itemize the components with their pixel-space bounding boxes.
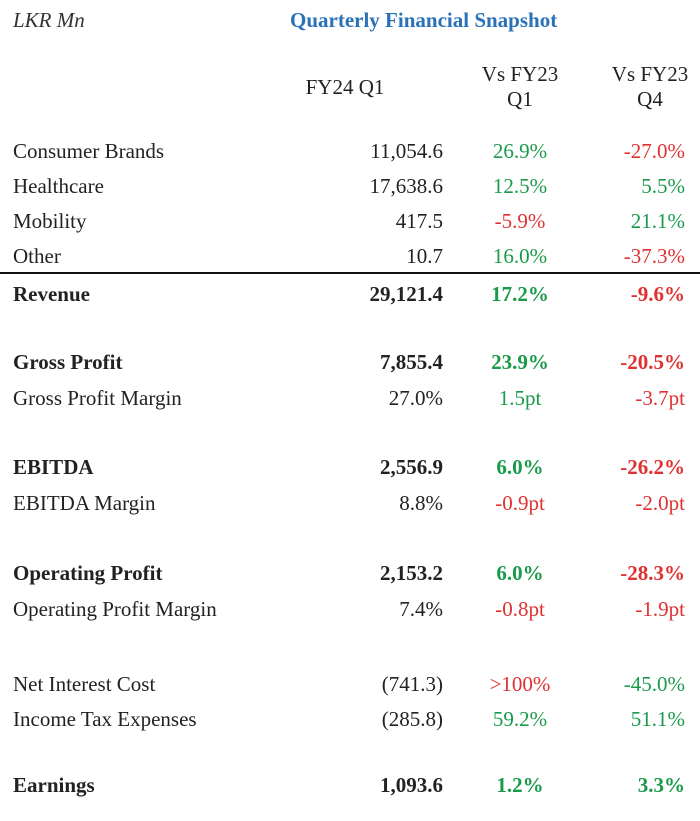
row-vs-q1: 1.2% bbox=[496, 773, 544, 797]
table-row-consumer-brands: Consumer Brands 11,054.6 26.9% -27.0% bbox=[0, 136, 700, 166]
row-vs-q4: -27.0% bbox=[623, 139, 685, 163]
row-label: Income Tax Expenses bbox=[13, 707, 197, 731]
row-label: Operating Profit Margin bbox=[13, 597, 217, 621]
row-value: 7.4% bbox=[399, 597, 443, 621]
row-vs-q1: 16.0% bbox=[492, 244, 548, 268]
row-vs-q1: 1.5pt bbox=[498, 386, 542, 410]
table-row-ebitda: EBITDA 2,556.9 6.0% -26.2% bbox=[0, 452, 700, 482]
table-row-operating-profit-margin: Operating Profit Margin 7.4% -0.8pt -1.9… bbox=[0, 594, 700, 624]
row-label: Operating Profit bbox=[13, 561, 163, 585]
table-row-gross-profit-margin: Gross Profit Margin 27.0% 1.5pt -3.7pt bbox=[0, 383, 700, 413]
row-label: Revenue bbox=[13, 282, 90, 306]
row-vs-q1: 26.9% bbox=[492, 139, 548, 163]
column-header-fy24-q1: FY24 Q1 bbox=[300, 75, 390, 100]
row-value: 29,121.4 bbox=[369, 282, 444, 306]
row-label: Net Interest Cost bbox=[13, 672, 156, 696]
row-value: 17,638.6 bbox=[369, 174, 444, 198]
row-label: Healthcare bbox=[13, 174, 104, 198]
row-vs-q1: -5.9% bbox=[494, 209, 546, 233]
row-vs-q4: 3.3% bbox=[637, 773, 685, 797]
table-row-revenue: Revenue 29,121.4 17.2% -9.6% bbox=[0, 279, 700, 309]
row-vs-q1: >100% bbox=[489, 672, 551, 696]
row-value: 1,093.6 bbox=[380, 773, 443, 797]
row-vs-q4: -26.2% bbox=[620, 455, 685, 479]
row-vs-q1: -0.9pt bbox=[495, 491, 545, 515]
column-header-fy24-q1-text: FY24 Q1 bbox=[305, 75, 385, 99]
row-vs-q4: -2.0pt bbox=[635, 491, 685, 515]
row-vs-q4: 5.5% bbox=[641, 174, 685, 198]
row-value: 10.7 bbox=[406, 244, 443, 268]
row-label: EBITDA bbox=[13, 455, 94, 479]
table-row-mobility: Mobility 417.5 -5.9% 21.1% bbox=[0, 206, 700, 236]
row-vs-q1: 59.2% bbox=[492, 707, 548, 731]
table-row-earnings: Earnings 1,093.6 1.2% 3.3% bbox=[0, 770, 700, 800]
column-header-vs-fy23-q1-line2: Q1 bbox=[507, 87, 533, 111]
unit-label: LKR Mn bbox=[13, 8, 85, 32]
row-value: 2,153.2 bbox=[380, 561, 443, 585]
row-label: Earnings bbox=[13, 773, 95, 797]
row-vs-q4: -37.3% bbox=[623, 244, 685, 268]
row-label: Mobility bbox=[13, 209, 87, 233]
row-value: 2,556.9 bbox=[380, 455, 443, 479]
row-vs-q4: -45.0% bbox=[623, 672, 685, 696]
row-label: Consumer Brands bbox=[13, 139, 165, 163]
row-vs-q4: -3.7pt bbox=[635, 386, 685, 410]
row-value: 417.5 bbox=[395, 209, 443, 233]
column-header-vs-fy23-q1-line1: Vs FY23 bbox=[481, 62, 559, 86]
row-value: (285.8) bbox=[381, 707, 443, 731]
revenue-divider bbox=[0, 272, 700, 274]
row-label: Other bbox=[13, 244, 61, 268]
row-vs-q4: -28.3% bbox=[620, 561, 685, 585]
row-vs-q4: -1.9pt bbox=[635, 597, 685, 621]
row-vs-q1: -0.8pt bbox=[495, 597, 545, 621]
column-header-vs-fy23-q4-line1: Vs FY23 bbox=[611, 62, 689, 86]
page-title: Quarterly Financial Snapshot bbox=[290, 8, 558, 32]
row-value: (741.3) bbox=[381, 672, 443, 696]
table-row-gross-profit: Gross Profit 7,855.4 23.9% -20.5% bbox=[0, 347, 700, 377]
row-vs-q1: 23.9% bbox=[491, 350, 549, 374]
row-vs-q1: 12.5% bbox=[492, 174, 548, 198]
column-header-vs-fy23-q4: Vs FY23 Q4 bbox=[600, 62, 700, 112]
table-row-other: Other 10.7 16.0% -37.3% bbox=[0, 241, 700, 271]
table-row-healthcare: Healthcare 17,638.6 12.5% 5.5% bbox=[0, 171, 700, 201]
row-vs-q4: 51.1% bbox=[630, 707, 685, 731]
table-row-ebitda-margin: EBITDA Margin 8.8% -0.9pt -2.0pt bbox=[0, 488, 700, 518]
row-value: 7,855.4 bbox=[380, 350, 443, 374]
row-value: 8.8% bbox=[399, 491, 443, 515]
row-vs-q4: -9.6% bbox=[630, 282, 685, 306]
column-header-vs-fy23-q4-line2: Q4 bbox=[637, 87, 663, 111]
row-label: EBITDA Margin bbox=[13, 491, 156, 515]
table-row-operating-profit: Operating Profit 2,153.2 6.0% -28.3% bbox=[0, 558, 700, 588]
row-vs-q1: 17.2% bbox=[491, 282, 549, 306]
table-row-income-tax-expenses: Income Tax Expenses (285.8) 59.2% 51.1% bbox=[0, 704, 700, 734]
row-label: Gross Profit Margin bbox=[13, 386, 182, 410]
row-value: 11,054.6 bbox=[370, 139, 443, 163]
table-row-net-interest-cost: Net Interest Cost (741.3) >100% -45.0% bbox=[0, 669, 700, 699]
row-vs-q1: 6.0% bbox=[496, 561, 544, 585]
column-header-vs-fy23-q1: Vs FY23 Q1 bbox=[470, 62, 570, 112]
row-vs-q4: -20.5% bbox=[620, 350, 685, 374]
row-vs-q1: 6.0% bbox=[496, 455, 544, 479]
row-value: 27.0% bbox=[388, 386, 443, 410]
row-vs-q4: 21.1% bbox=[630, 209, 685, 233]
row-label: Gross Profit bbox=[13, 350, 123, 374]
